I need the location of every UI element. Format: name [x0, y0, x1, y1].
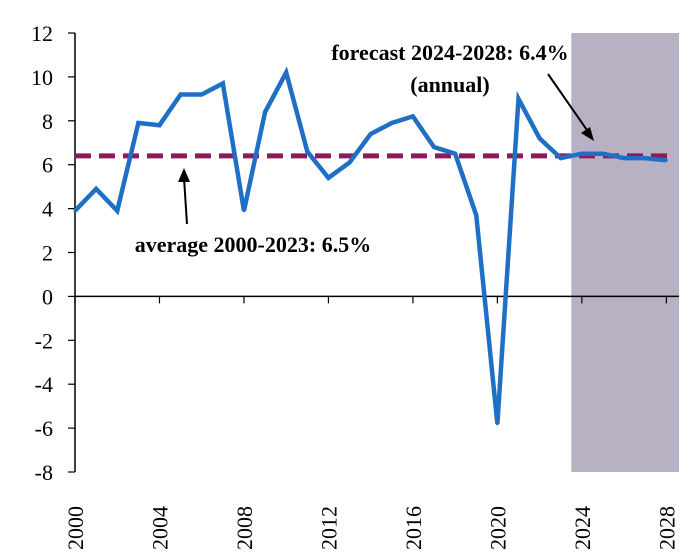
data-point: [411, 114, 415, 118]
data-point: [179, 92, 183, 96]
x-tick-label: 2004: [147, 506, 172, 550]
x-tick-label: 2024: [570, 506, 595, 550]
data-point: [263, 110, 267, 114]
data-point: [432, 145, 436, 149]
average-arrow-head: [178, 168, 190, 182]
forecast-annotation-line2: (annual): [410, 72, 489, 97]
data-point: [326, 176, 330, 180]
data-point: [348, 161, 352, 165]
data-point: [516, 97, 520, 101]
y-tick-label: -6: [35, 416, 53, 441]
x-tick-label: 2016: [401, 506, 426, 550]
data-point: [221, 81, 225, 85]
data-point: [157, 123, 161, 127]
y-tick-label: -2: [35, 328, 53, 353]
data-point: [601, 152, 605, 156]
data-point: [664, 158, 668, 162]
y-tick-label: -8: [35, 460, 53, 485]
data-point: [495, 422, 499, 426]
data-point: [242, 209, 246, 213]
data-point: [622, 156, 626, 160]
forecast-arrow-head: [581, 127, 594, 141]
y-tick-label: -4: [35, 372, 53, 397]
data-point: [136, 121, 140, 125]
data-point: [643, 156, 647, 160]
y-tick-label: 10: [31, 65, 53, 90]
series-layer: [73, 66, 668, 426]
data-point: [580, 152, 584, 156]
y-tick-label: 4: [42, 197, 53, 222]
x-tick-label: 2000: [63, 506, 88, 550]
x-tick-label: 2008: [232, 506, 257, 550]
x-tick-label: 2028: [654, 506, 679, 550]
data-point: [538, 136, 542, 140]
forecast-shading-rect: [571, 33, 679, 472]
data-point: [559, 156, 563, 160]
axes-layer: 12 10 8 6 4 2 0 -2 -4 -6 -8 2000 2004 2008 2012 2016 202…: [31, 21, 679, 550]
forecast-annotation-line1: forecast 2024-2028: 6.4%: [331, 40, 568, 65]
data-point: [474, 213, 478, 217]
average-arrow-shaft: [183, 177, 188, 225]
forecast-shading-layer: [571, 33, 679, 472]
data-point: [305, 150, 309, 154]
data-point: [453, 152, 457, 156]
data-point: [369, 132, 373, 136]
annotation-layer: forecast 2024-2028: 6.4% (annual) averag…: [135, 40, 594, 257]
x-tick-label: 2012: [316, 506, 341, 550]
y-tick-label: 12: [31, 21, 53, 46]
data-point: [94, 187, 98, 191]
data-point: [200, 92, 204, 96]
data-point: [115, 209, 119, 213]
y-tick-label: 0: [42, 284, 53, 309]
y-tick-label: 2: [42, 241, 53, 266]
data-point: [284, 71, 288, 75]
data-point: [73, 209, 77, 213]
average-annotation: average 2000-2023: 6.5%: [135, 232, 371, 257]
forecast-arrow-shaft: [547, 73, 590, 134]
y-tick-label: 6: [42, 153, 53, 178]
data-point: [390, 121, 394, 125]
x-tick-label: 2020: [485, 506, 510, 550]
y-tick-label: 8: [42, 109, 53, 134]
